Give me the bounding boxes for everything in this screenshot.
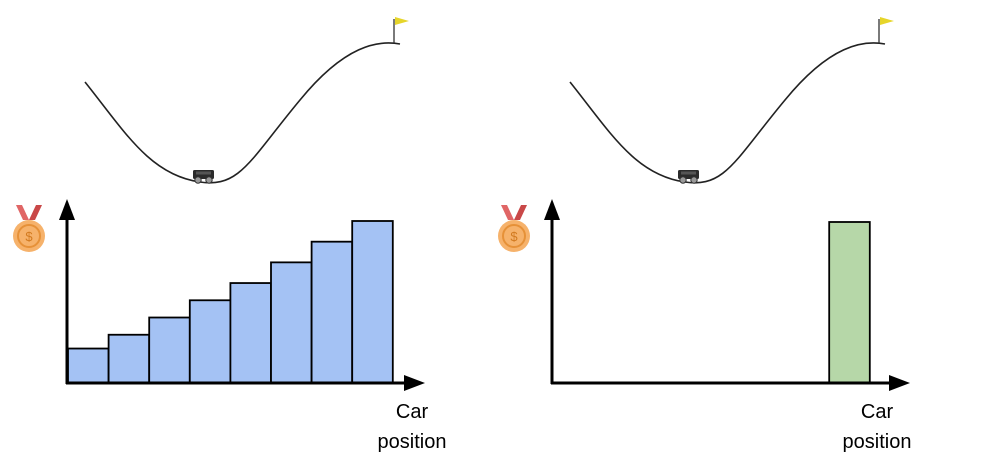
right-bars (828, 221, 871, 384)
bar-8 (828, 221, 871, 384)
medal-icon: $ (498, 205, 530, 252)
svg-text:$: $ (510, 229, 518, 244)
left-axes (59, 199, 425, 391)
bar-8 (351, 220, 394, 384)
bar-4 (188, 299, 232, 384)
bar-7 (310, 240, 354, 384)
bar-5 (229, 282, 272, 384)
bar-1 (67, 347, 110, 384)
car-icon (193, 170, 214, 184)
x-axis-label-line2: position (377, 431, 447, 453)
x-axis-label-line1: Car (395, 401, 429, 423)
right-axes (544, 199, 910, 391)
bar-2 (107, 333, 151, 384)
left-diagram: $ (13, 17, 425, 391)
x-axis-label: Car position (817, 397, 937, 457)
left-panel: $ Car position (13, 17, 472, 457)
mountain-curve (569, 42, 886, 184)
medal-icon: $ (13, 205, 45, 252)
flag-icon (393, 17, 409, 43)
svg-text:$: $ (25, 229, 33, 244)
bar-6 (270, 261, 313, 384)
x-axis-label: Car position (352, 397, 472, 457)
x-axis-label-line1: Car (860, 401, 894, 423)
car-icon (678, 170, 699, 184)
right-diagram: $ (498, 17, 910, 391)
mountain-curve (84, 42, 401, 184)
left-bars (67, 220, 394, 384)
x-axis-label-line2: position (842, 431, 912, 453)
right-panel: $ Car position (492, 0, 984, 467)
flag-icon (878, 17, 894, 43)
bar-3 (148, 316, 191, 384)
